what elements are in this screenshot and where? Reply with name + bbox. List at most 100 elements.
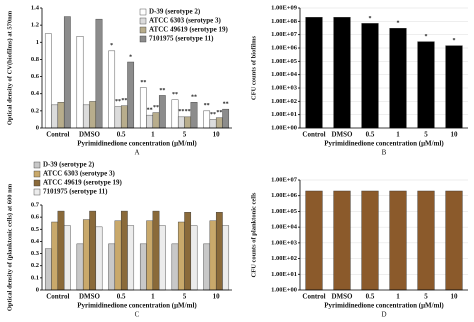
bar xyxy=(305,190,323,291)
x-tick-label: DMSO xyxy=(332,131,354,139)
y-axis-label: Optical density of (planktonic cells) at… xyxy=(6,183,13,311)
bar xyxy=(63,16,71,129)
x-axis-label: Pyrimidinedione concentration (μM/ml) xyxy=(324,302,444,310)
bar xyxy=(152,112,160,129)
x-tick-label: 5 xyxy=(424,293,428,301)
x-axis-label: Pyrimidinedione concentration (μM/ml) xyxy=(324,140,444,148)
bar xyxy=(209,220,217,291)
bar xyxy=(44,33,52,129)
x-tick-label: 10 xyxy=(451,293,459,301)
legend-label: ATCC 6303 (serotype 3) xyxy=(149,17,222,25)
y-tick-label: 0.4 xyxy=(31,90,40,97)
significance-mark: ** xyxy=(159,88,165,94)
y-tick-label: 0.6 xyxy=(31,73,40,80)
bar xyxy=(203,243,211,291)
bar xyxy=(445,45,463,129)
bar xyxy=(95,18,103,129)
x-tick-label: DMSO xyxy=(79,293,101,301)
bar xyxy=(152,210,160,291)
bar xyxy=(146,220,154,291)
bar xyxy=(190,225,198,291)
bar xyxy=(361,23,379,129)
legend-swatch xyxy=(33,170,41,178)
x-tick-label: 0.5 xyxy=(117,131,126,139)
bar xyxy=(63,225,71,291)
x-tick-label: Control xyxy=(46,131,69,139)
legend-label: 7101975 (serotype 11) xyxy=(149,35,214,43)
x-tick-label: Control xyxy=(46,293,69,301)
y-axis-label: Optical density of CV(biofilms) at 570nm xyxy=(6,10,13,125)
y-tick-label: 0 xyxy=(36,124,39,131)
y-tick-label: 1.00E+07 xyxy=(271,31,298,38)
bar xyxy=(127,61,135,129)
significance-mark: * xyxy=(453,38,456,44)
legend-label: D-39 (serotype 2) xyxy=(149,8,201,16)
y-tick-label: 1.00E+00 xyxy=(271,124,297,131)
y-tick-label: 1.00E+00 xyxy=(271,286,297,293)
panel-label: D xyxy=(381,311,386,319)
bar xyxy=(158,95,166,129)
x-axis-label: Pyrimidinedione concentration (μM/ml) xyxy=(77,302,197,310)
y-tick-label: 1.00E+07 xyxy=(271,176,298,183)
y-tick-label: 0.1 xyxy=(31,274,39,281)
y-tick-label: 1 xyxy=(36,39,39,46)
y-tick-label: 1.4 xyxy=(31,4,40,11)
legend-label: D-39 (serotype 2) xyxy=(43,161,95,169)
bar xyxy=(89,101,97,129)
legend-label: ATCC 49619 (serotype 19) xyxy=(43,179,123,187)
y-tick-label: 1.00E+01 xyxy=(271,111,297,118)
bar xyxy=(89,210,97,291)
bar xyxy=(171,243,179,291)
x-tick-label: DMSO xyxy=(332,293,354,301)
bar xyxy=(177,116,185,129)
legend-swatch xyxy=(139,8,147,16)
y-tick-label: 0.2 xyxy=(31,107,39,114)
bar xyxy=(222,225,230,291)
significance-mark: ** xyxy=(178,109,184,115)
significance-mark: * xyxy=(369,16,372,22)
bar xyxy=(417,41,435,129)
y-tick-label: 1.00E+04 xyxy=(271,71,298,78)
y-tick-label: 0 xyxy=(36,286,39,293)
bar xyxy=(171,99,179,129)
x-tick-label: 10 xyxy=(213,131,221,139)
bar xyxy=(146,114,154,129)
legend-swatch xyxy=(33,179,41,187)
y-tick-label: 1.00E+04 xyxy=(271,224,298,231)
legend-swatch xyxy=(139,17,147,25)
legend-swatch xyxy=(33,161,41,169)
y-tick-label: 1.00E+06 xyxy=(271,44,298,51)
y-tick-label: 1.00E+09 xyxy=(271,4,298,11)
bar xyxy=(389,28,407,129)
bar xyxy=(177,221,185,291)
x-tick-label: 1 xyxy=(151,293,155,301)
y-tick-label: 0.5 xyxy=(31,226,40,233)
bar xyxy=(389,190,407,291)
bar xyxy=(139,243,147,291)
bar xyxy=(57,210,65,291)
significance-mark: * xyxy=(129,54,132,60)
x-tick-label: 1 xyxy=(396,131,400,139)
x-tick-label: 1 xyxy=(396,293,400,301)
bar xyxy=(108,243,116,291)
significance-mark: ** xyxy=(172,92,178,98)
significance-mark: ** xyxy=(153,105,159,111)
bar xyxy=(222,108,230,129)
bar xyxy=(215,212,223,291)
y-tick-label: 1.00E+02 xyxy=(271,255,297,262)
x-tick-label: 5 xyxy=(183,293,187,301)
bar xyxy=(76,36,84,129)
y-axis-label: CFU counts of planktonic cells xyxy=(250,192,257,277)
y-tick-label: 0.6 xyxy=(31,214,40,221)
x-tick-label: 0.5 xyxy=(366,131,375,139)
significance-mark: ** xyxy=(185,109,191,115)
bar xyxy=(44,248,52,291)
bar xyxy=(184,212,192,291)
bar xyxy=(215,117,223,129)
x-tick-label: 5 xyxy=(424,131,428,139)
significance-mark: ** xyxy=(216,110,222,116)
x-tick-label: 0.5 xyxy=(366,293,375,301)
x-tick-label: 5 xyxy=(183,131,187,139)
y-tick-label: 1.00E+05 xyxy=(271,58,298,65)
